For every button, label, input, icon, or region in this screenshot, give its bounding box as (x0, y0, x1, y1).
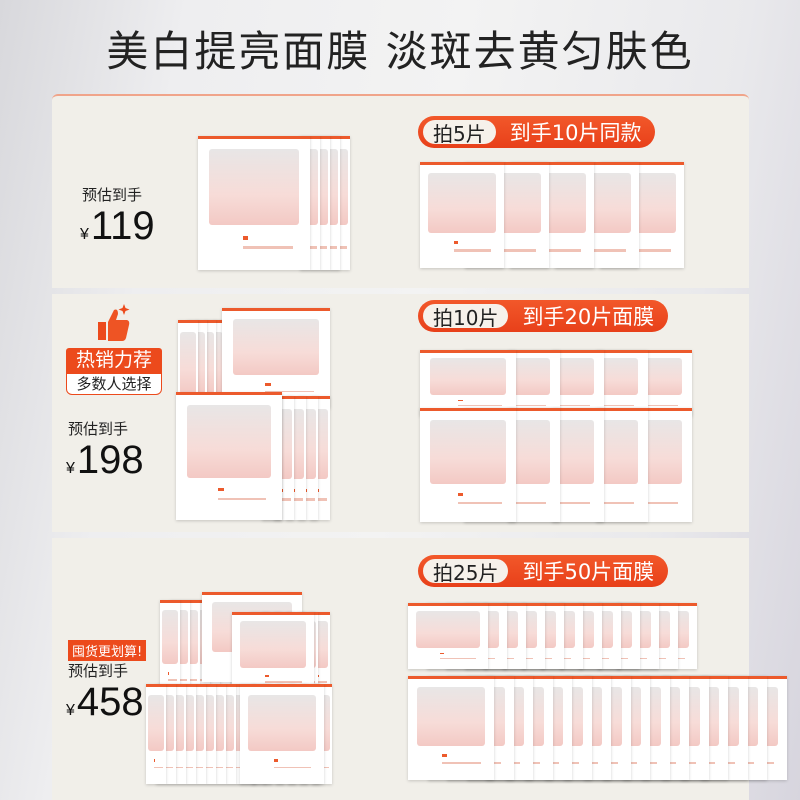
stock-up-tag: 囤货更划算! (68, 640, 147, 661)
mask-packet (232, 612, 314, 696)
mask-packet (176, 392, 282, 520)
offer-banner: 拍5片 到手10片同款 (418, 116, 656, 148)
mask-packet (408, 676, 494, 780)
mask-packet (146, 684, 166, 784)
mask-packet (420, 408, 516, 522)
buy-quantity: 拍5片 (423, 120, 496, 146)
hot-sale-badge: 热销力荐 多数人选择 (66, 348, 162, 395)
badge-bottom: 多数人选择 (66, 373, 162, 395)
price-label: 预估到手 (68, 420, 129, 438)
mask-packet (420, 162, 504, 268)
mask-packet (240, 684, 324, 784)
mask-packet (222, 308, 330, 408)
get-quantity: 到手50片面膜 (522, 560, 655, 584)
buy-quantity: 拍10片 (423, 304, 509, 330)
buy-quantity: 拍25片 (423, 559, 509, 585)
price-label: 预估到手 (68, 662, 129, 680)
offer-banner: 拍10片 到手20片面膜 (418, 300, 669, 332)
mask-packet (408, 603, 488, 669)
mask-packet (198, 136, 310, 270)
price: ¥119 (80, 204, 155, 248)
badge-top: 热销力荐 (66, 348, 162, 373)
get-quantity: 到手20片面膜 (522, 305, 655, 329)
page-title: 美白提亮面膜 淡斑去黄匀肤色 (106, 27, 694, 76)
offer-banner: 拍25片 到手50片面膜 (418, 555, 669, 587)
get-quantity: 到手10片同款 (509, 121, 642, 145)
mask-packet (420, 350, 516, 416)
price-label: 预估到手 (82, 186, 143, 204)
sparkle-icon (118, 304, 130, 315)
price: ¥458 (66, 680, 144, 724)
mask-packet (160, 600, 180, 696)
price: ¥198 (66, 438, 144, 482)
thumbs-up-icon (98, 304, 130, 341)
